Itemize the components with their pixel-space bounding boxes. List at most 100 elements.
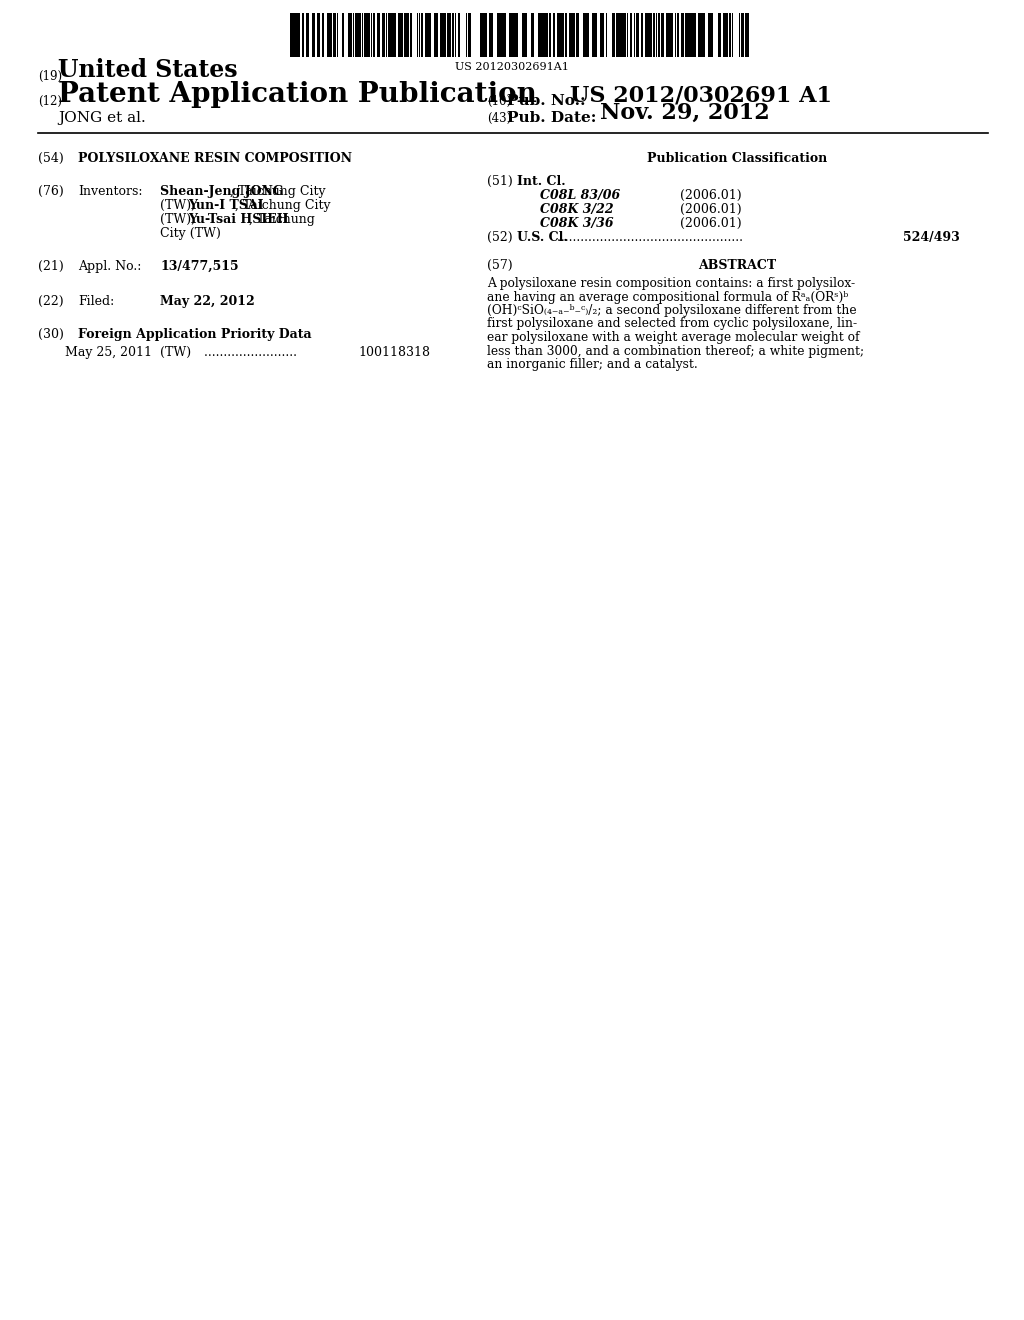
Text: (54): (54) (38, 152, 63, 165)
Bar (407, 13, 409, 57)
Text: , Taichung City: , Taichung City (234, 199, 331, 213)
Bar (393, 13, 395, 57)
Bar (388, 13, 390, 57)
Text: May 25, 2011: May 25, 2011 (65, 346, 152, 359)
Bar (669, 13, 671, 57)
Text: ................................................: ........................................… (553, 231, 743, 244)
Text: US 2012/0302691 A1: US 2012/0302691 A1 (570, 84, 831, 107)
Bar (295, 13, 297, 57)
Bar (485, 13, 487, 57)
Bar (577, 13, 579, 57)
Bar (429, 13, 431, 57)
Bar (595, 13, 597, 57)
Text: , Taichung: , Taichung (249, 213, 314, 226)
Text: , Taichung City: , Taichung City (230, 185, 326, 198)
Bar (504, 13, 506, 57)
Text: (52): (52) (487, 231, 513, 244)
Bar (653, 13, 655, 57)
Text: Int. Cl.: Int. Cl. (517, 176, 565, 187)
Bar (482, 13, 485, 57)
Bar (359, 13, 361, 57)
Text: (30): (30) (38, 327, 63, 341)
Bar (490, 13, 492, 57)
Text: Filed:: Filed: (78, 294, 115, 308)
Text: C08K 3/22: C08K 3/22 (540, 203, 613, 216)
Text: United States: United States (58, 58, 238, 82)
Bar (620, 13, 622, 57)
Bar (649, 13, 651, 57)
Text: Appl. No.:: Appl. No.: (78, 260, 141, 273)
Bar (701, 13, 705, 57)
Bar (469, 13, 471, 57)
Bar (726, 13, 728, 57)
Bar (383, 13, 385, 57)
Bar (524, 13, 526, 57)
Bar (356, 13, 358, 57)
Text: ear polysiloxane with a weight average molecular weight of: ear polysiloxane with a weight average m… (487, 331, 859, 345)
Text: C08K 3/36: C08K 3/36 (540, 216, 613, 230)
Bar (584, 13, 587, 57)
Text: (51): (51) (487, 176, 513, 187)
Text: ........................: ........................ (200, 346, 297, 359)
Bar (327, 13, 329, 57)
Text: Inventors:: Inventors: (78, 185, 142, 198)
Text: Publication Classification: Publication Classification (647, 152, 827, 165)
Text: Pub. Date:: Pub. Date: (507, 111, 596, 125)
Bar (447, 13, 449, 57)
Bar (313, 13, 315, 57)
Text: 13/477,515: 13/477,515 (160, 260, 239, 273)
Bar (306, 13, 309, 57)
Bar (724, 13, 726, 57)
Text: US 20120302691A1: US 20120302691A1 (455, 62, 569, 73)
Bar (398, 13, 400, 57)
Text: C08L 83/06: C08L 83/06 (540, 189, 621, 202)
Text: (57): (57) (487, 259, 513, 272)
Bar (719, 13, 721, 57)
Text: Yu-Tsai HSIEH: Yu-Tsai HSIEH (188, 213, 289, 226)
Bar (366, 13, 368, 57)
Bar (531, 13, 534, 57)
Bar (542, 13, 544, 57)
Text: POLYSILOXANE RESIN COMPOSITION: POLYSILOXANE RESIN COMPOSITION (78, 152, 352, 165)
Bar (742, 13, 744, 57)
Text: (OH)ᶜSiO₍₄₋ₐ₋ᵇ₋ᶜ₎/₂; a second polysiloxane different from the: (OH)ᶜSiO₍₄₋ₐ₋ᵇ₋ᶜ₎/₂; a second polysiloxa… (487, 304, 857, 317)
Bar (322, 13, 324, 57)
Bar (377, 13, 380, 57)
Text: Patent Application Publication: Patent Application Publication (58, 81, 537, 108)
Text: May 22, 2012: May 22, 2012 (160, 294, 255, 308)
Bar (421, 13, 423, 57)
Bar (710, 13, 713, 57)
Bar (443, 13, 445, 57)
Bar (592, 13, 595, 57)
Bar (677, 13, 679, 57)
Bar (440, 13, 443, 57)
Bar (616, 13, 618, 57)
Bar (302, 13, 304, 57)
Bar (691, 13, 693, 57)
Bar (681, 13, 683, 57)
Text: an inorganic filler; and a catalyst.: an inorganic filler; and a catalyst. (487, 358, 697, 371)
Bar (499, 13, 501, 57)
Text: Foreign Application Priority Data: Foreign Application Priority Data (78, 327, 311, 341)
Bar (671, 13, 673, 57)
Bar (557, 13, 560, 57)
Bar (646, 13, 649, 57)
Bar (514, 13, 516, 57)
Text: 524/493: 524/493 (903, 231, 961, 244)
Text: (43): (43) (487, 112, 511, 125)
Text: Nov. 29, 2012: Nov. 29, 2012 (600, 102, 770, 124)
Text: Shean-Jeng JONG: Shean-Jeng JONG (160, 185, 284, 198)
Bar (613, 13, 615, 57)
Text: (TW);: (TW); (160, 213, 200, 226)
Bar (480, 13, 482, 57)
Text: (2006.01): (2006.01) (680, 216, 741, 230)
Text: Pub. No.:: Pub. No.: (507, 94, 586, 108)
Text: (21): (21) (38, 260, 63, 273)
Bar (290, 13, 292, 57)
Bar (693, 13, 696, 57)
Text: (10): (10) (487, 95, 511, 108)
Bar (502, 13, 504, 57)
Bar (708, 13, 710, 57)
Bar (662, 13, 663, 57)
Bar (636, 13, 639, 57)
